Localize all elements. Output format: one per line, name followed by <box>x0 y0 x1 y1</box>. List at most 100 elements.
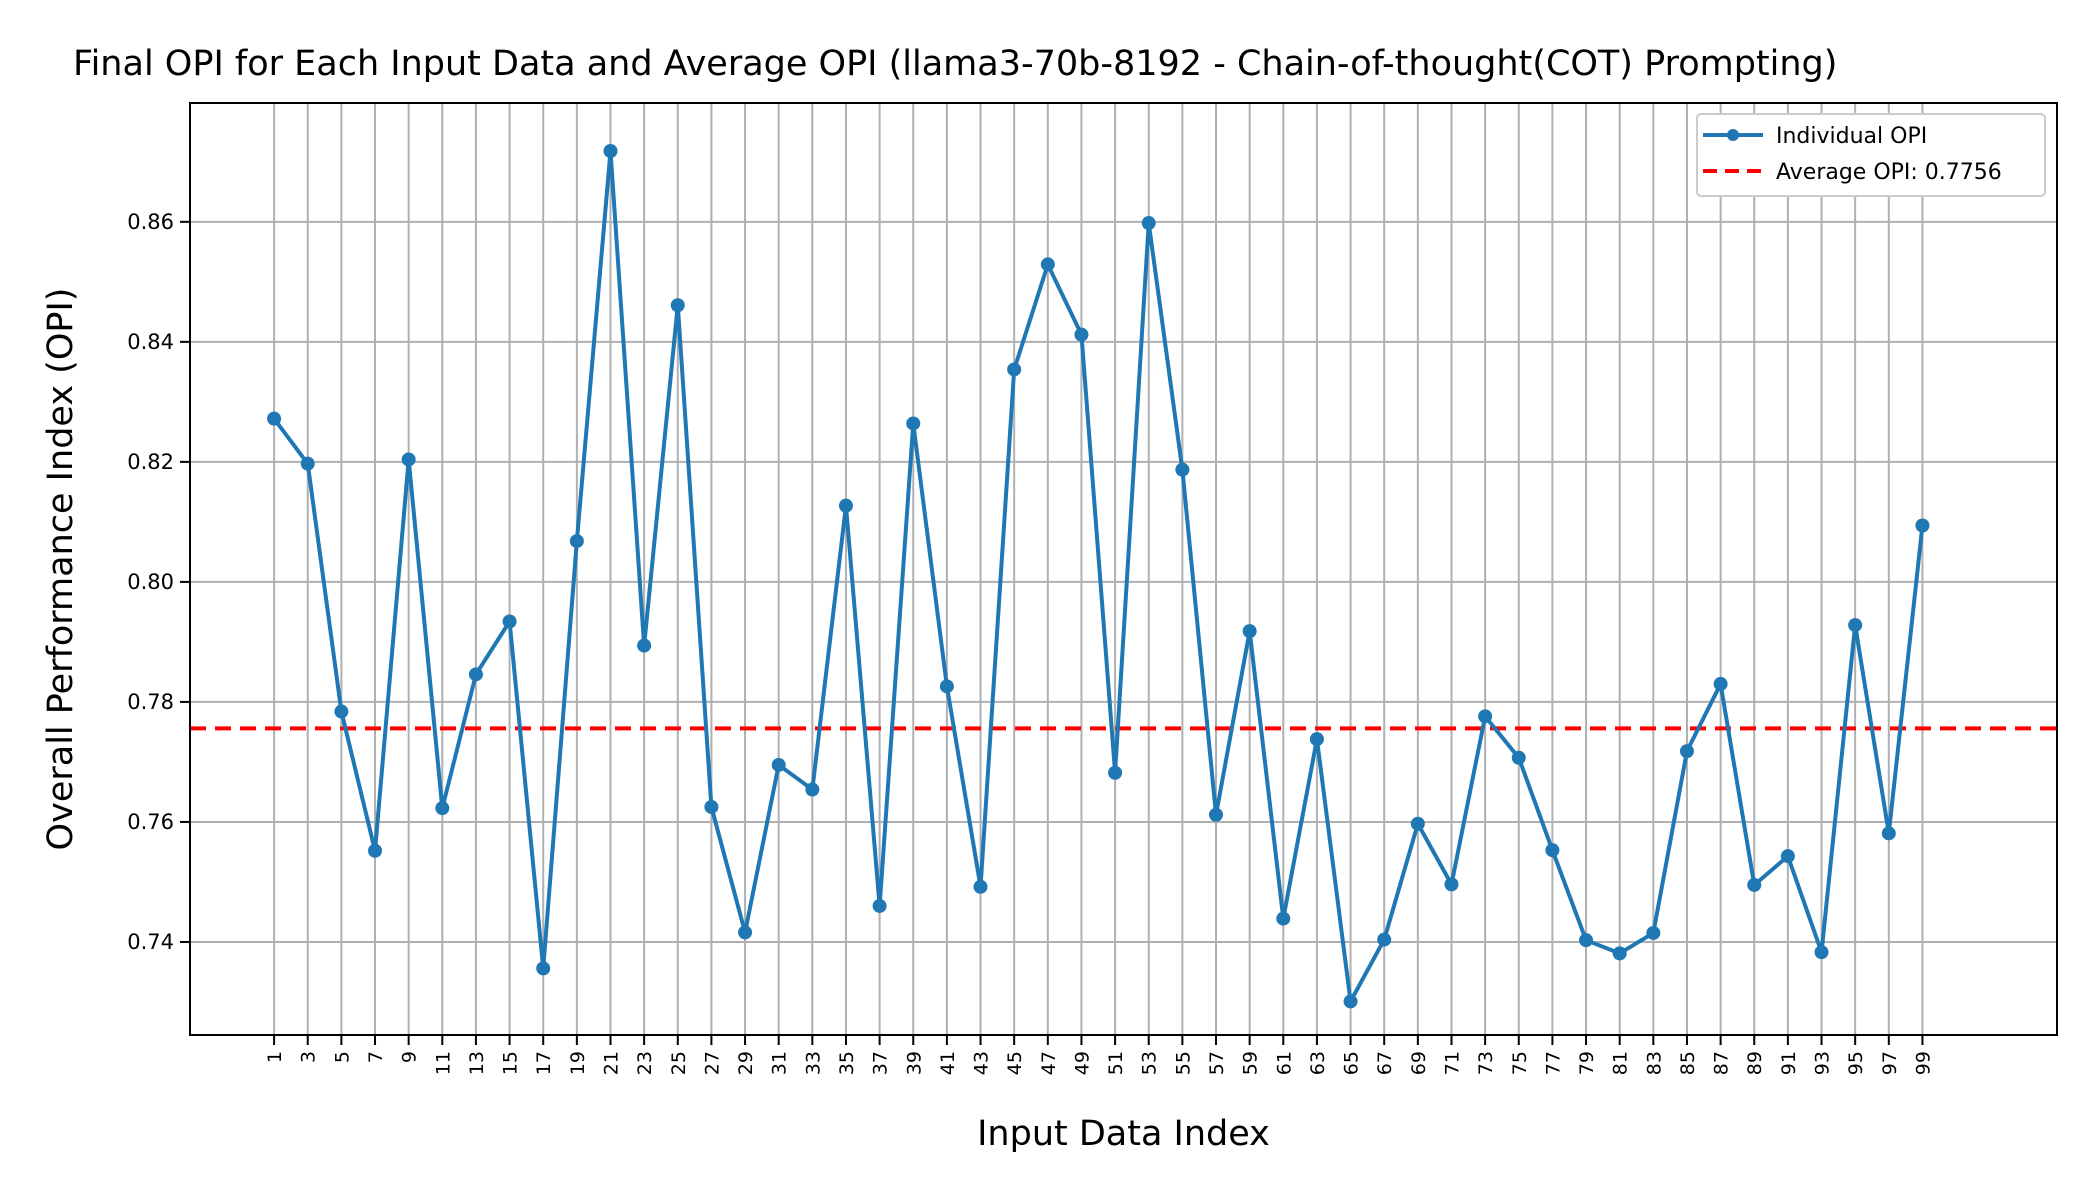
x-tick-label: 13 <box>466 1051 488 1075</box>
data-point <box>738 925 753 940</box>
data-point <box>704 799 719 814</box>
x-tick-label: 27 <box>701 1051 723 1075</box>
x-tick-label: 19 <box>567 1051 589 1075</box>
x-tick-label: 59 <box>1240 1051 1262 1075</box>
y-tick-label: 0.74 <box>127 930 174 954</box>
x-axis-label: Input Data Index <box>977 1114 1270 1154</box>
data-point <box>805 782 820 797</box>
x-axis-ticks: 1 3 5 7 9 11 13 15 17 19 21 23 25 27 29 31 33 35 37 39 41 43 4… <box>264 1035 1934 1075</box>
data-point <box>1679 744 1694 759</box>
legend-label-individual: Individual OPI <box>1776 124 1927 149</box>
x-tick-label: 61 <box>1273 1051 1295 1075</box>
data-point <box>1175 462 1190 477</box>
data-point <box>468 667 483 682</box>
data-point <box>1511 750 1526 765</box>
x-tick-label: 15 <box>500 1051 522 1075</box>
x-tick-label: 83 <box>1643 1051 1665 1075</box>
x-tick-label: 81 <box>1610 1051 1632 1075</box>
x-tick-label: 45 <box>1004 1051 1026 1075</box>
x-tick-label: 99 <box>1912 1051 1934 1075</box>
legend-dot-individual <box>1727 129 1739 141</box>
data-point <box>1377 932 1392 947</box>
x-tick-label: 29 <box>735 1051 757 1075</box>
data-point <box>838 498 853 513</box>
x-tick-label: 31 <box>769 1051 791 1075</box>
x-tick-label: 33 <box>802 1051 824 1075</box>
data-point <box>1276 911 1291 926</box>
y-tick-label: 0.78 <box>127 690 174 714</box>
x-tick-label: 51 <box>1105 1051 1127 1075</box>
x-tick-label: 67 <box>1374 1051 1396 1075</box>
x-tick-label: 7 <box>365 1051 387 1063</box>
data-point <box>1545 843 1560 858</box>
data-point <box>1209 807 1224 822</box>
plot-frame <box>189 102 2058 1036</box>
x-tick-label: 85 <box>1677 1051 1699 1075</box>
x-tick-label: 89 <box>1744 1051 1766 1075</box>
data-point <box>1108 765 1123 780</box>
x-tick-label: 9 <box>399 1051 421 1063</box>
x-tick-label: 87 <box>1711 1051 1733 1075</box>
data-point <box>502 614 517 629</box>
x-tick-label: 77 <box>1542 1051 1564 1075</box>
data-point <box>401 452 416 467</box>
legend-box <box>1696 113 2046 197</box>
x-tick-label: 97 <box>1879 1051 1901 1075</box>
x-tick-label: 57 <box>1206 1051 1228 1075</box>
x-tick-label: 93 <box>1812 1051 1834 1075</box>
x-tick-label: 63 <box>1307 1051 1329 1075</box>
data-point <box>1141 216 1156 231</box>
y-tick-label: 0.82 <box>127 450 174 474</box>
data-point <box>368 843 383 858</box>
data-point <box>939 679 954 694</box>
x-tick-label: 75 <box>1509 1051 1531 1075</box>
data-point <box>1309 732 1324 747</box>
data-point <box>906 416 921 431</box>
data-point <box>1881 826 1896 841</box>
data-point <box>1478 709 1493 724</box>
x-tick-label: 23 <box>634 1051 656 1075</box>
data-point <box>771 757 786 772</box>
data-point <box>1814 945 1829 960</box>
x-tick-label: 39 <box>903 1051 925 1075</box>
series-layer <box>267 144 1930 1009</box>
y-tick-label: 0.86 <box>127 210 174 234</box>
data-point <box>1242 624 1257 639</box>
data-point <box>1040 257 1055 272</box>
data-point <box>1646 925 1661 940</box>
y-axis-ticks: 0.74 0.76 0.78 0.80 0.82 0.84 0.86 <box>127 210 190 954</box>
data-point <box>569 534 584 549</box>
x-tick-label: 41 <box>937 1051 959 1075</box>
x-tick-label: 95 <box>1845 1051 1867 1075</box>
x-tick-label: 53 <box>1139 1051 1161 1075</box>
y-axis-label: Overall Performance Index (OPI) <box>41 288 81 851</box>
x-tick-label: 11 <box>432 1051 454 1075</box>
x-tick-label: 17 <box>533 1051 555 1075</box>
data-point <box>1444 877 1459 892</box>
data-point <box>872 898 887 913</box>
x-tick-label: 21 <box>600 1051 622 1075</box>
data-point <box>1713 676 1728 691</box>
x-tick-label: 69 <box>1408 1051 1430 1075</box>
data-point <box>1915 518 1930 533</box>
y-tick-label: 0.80 <box>127 570 174 594</box>
data-point <box>1612 946 1627 961</box>
data-point <box>536 961 551 976</box>
data-point <box>1848 618 1863 633</box>
x-tick-label: 5 <box>331 1051 353 1063</box>
x-tick-label: 55 <box>1172 1051 1194 1075</box>
data-point <box>300 456 315 471</box>
data-point <box>1007 362 1022 377</box>
x-tick-label: 79 <box>1576 1051 1598 1075</box>
y-tick-label: 0.84 <box>127 330 174 354</box>
data-point <box>334 704 349 719</box>
x-tick-label: 35 <box>836 1051 858 1075</box>
x-tick-label: 49 <box>1071 1051 1093 1075</box>
x-tick-label: 91 <box>1778 1051 1800 1075</box>
data-point <box>973 879 988 894</box>
data-point <box>1343 994 1358 1009</box>
data-point <box>637 638 652 653</box>
